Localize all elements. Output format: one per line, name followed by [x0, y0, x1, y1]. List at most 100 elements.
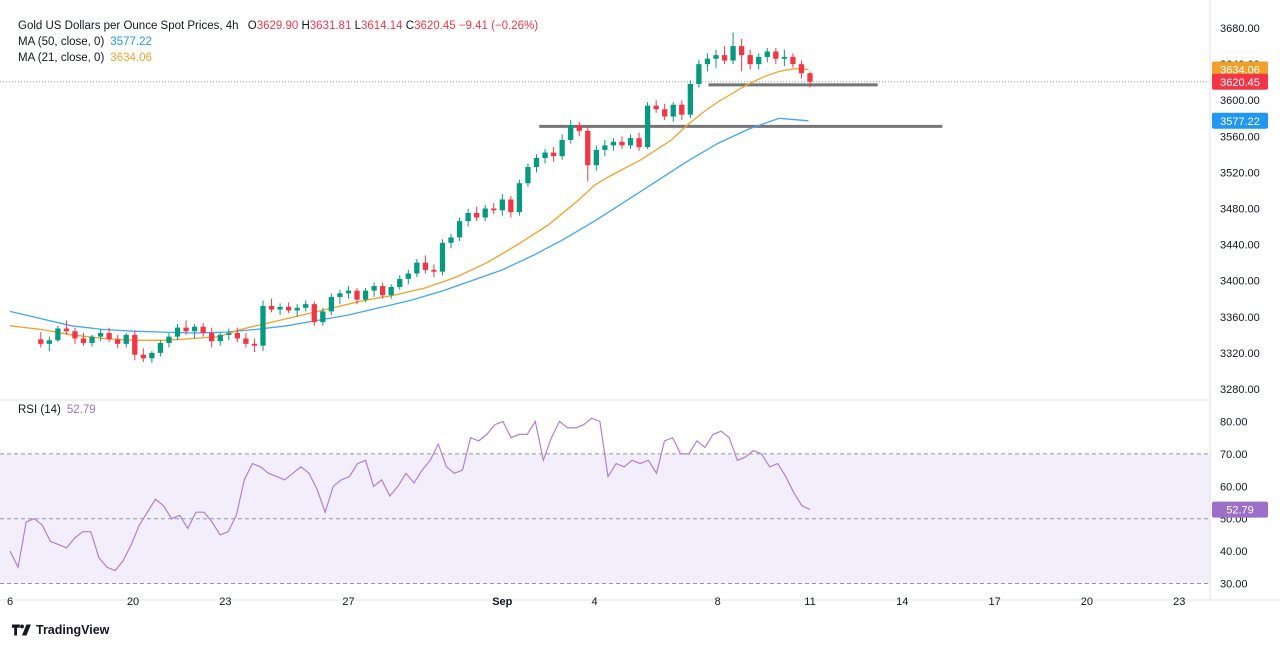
candle-body — [679, 104, 685, 115]
candle-body — [174, 327, 181, 337]
candle-body — [508, 199, 514, 213]
candle-body — [55, 328, 61, 341]
candle-body — [439, 242, 446, 272]
rsi-legend[interactable]: RSI (14) 52.79 — [18, 404, 96, 416]
candle-body — [226, 333, 232, 335]
candle-body — [670, 104, 676, 117]
candle-body — [80, 338, 87, 343]
candle-body — [337, 293, 343, 297]
ma50-legend-row[interactable]: MA (50, close, 0) 3577.22 — [18, 34, 538, 50]
price-axis-badge-text: 3577.22 — [1220, 116, 1260, 128]
candle-body — [123, 334, 129, 344]
candle-body — [568, 125, 574, 140]
candle-body — [260, 305, 266, 346]
candle-body — [704, 58, 711, 65]
price-tick-label: 3360.00 — [1220, 312, 1260, 324]
candle-body — [610, 141, 617, 146]
candle-body — [106, 333, 112, 340]
rsi-band — [0, 453, 1210, 585]
candle-body — [285, 306, 292, 311]
price-tick-label: 3560.00 — [1220, 131, 1260, 143]
candle-body — [268, 305, 275, 310]
candle-body — [653, 105, 659, 110]
candle-body — [585, 130, 591, 166]
candle-body — [46, 340, 52, 344]
ma21-value: 3634.06 — [110, 52, 152, 64]
candle-body — [798, 64, 805, 74]
ma50-line — [9, 117, 809, 334]
candle-body — [516, 183, 523, 213]
time-tick-label: 6 — [7, 596, 13, 608]
support-lines — [539, 83, 943, 128]
price-tick-label: 3440.00 — [1220, 240, 1260, 252]
candle-body — [448, 237, 454, 243]
price-tick-label: 3680.00 — [1220, 23, 1260, 35]
ma21-line — [9, 68, 809, 341]
rsi-series-line — [9, 417, 811, 572]
candle-body — [115, 339, 121, 344]
close-value: 3620.45 — [414, 20, 456, 32]
low-value: 3614.14 — [360, 20, 403, 32]
candle-body — [747, 55, 753, 65]
candle-body — [191, 326, 198, 332]
time-tick-label: 11 — [804, 596, 815, 608]
candle-body — [277, 306, 283, 310]
candle-body — [200, 326, 206, 334]
candle-body — [559, 139, 565, 157]
candle-body — [491, 208, 497, 211]
candle-body — [38, 339, 44, 344]
candle-body — [311, 304, 317, 323]
price-tick-label: 3520.00 — [1220, 167, 1260, 179]
price-tick-label: 3400.00 — [1220, 276, 1260, 288]
candle-body — [320, 311, 326, 323]
candle-body — [542, 152, 548, 158]
candle-body — [627, 138, 634, 146]
high-label: H — [301, 20, 310, 32]
chart-legend: Gold US Dollars per Ounce Spot Prices, 4… — [18, 18, 538, 66]
candle-body — [474, 213, 480, 218]
candle-body — [405, 273, 411, 279]
time-tick-label: 4 — [592, 596, 598, 608]
candle-body — [72, 331, 78, 339]
chart-title: Gold US Dollars per Ounce Spot Prices, 4… — [18, 20, 239, 32]
candle-body — [644, 105, 651, 148]
rsi-axis-badge — [1212, 501, 1268, 518]
low-label: L — [354, 20, 361, 32]
price-axis-badge — [1212, 73, 1268, 90]
candle-body — [217, 334, 223, 342]
time-tick-label: 23 — [1173, 596, 1185, 608]
tradingview-brand[interactable]: TradingView — [12, 623, 109, 637]
ma21-legend-row[interactable]: MA (21, close, 0) 3634.06 — [18, 50, 538, 66]
candle-body — [431, 269, 437, 272]
candle-body — [183, 327, 189, 332]
candle-body — [602, 145, 608, 150]
candle-body — [696, 64, 702, 84]
open-value: 3629.90 — [256, 20, 299, 32]
candle-body — [132, 334, 138, 355]
candle-body — [687, 83, 693, 115]
ma21-label: MA (21, close, 0) — [18, 52, 105, 64]
candle-body — [456, 221, 463, 238]
price-tick-label: 3280.00 — [1220, 384, 1260, 396]
close-label: C — [405, 20, 415, 32]
candle-body — [790, 56, 796, 65]
rsi-tick-label: 70.00 — [1220, 449, 1248, 461]
candle-body — [328, 296, 335, 312]
candle-body — [371, 286, 377, 291]
open-label: O — [247, 20, 257, 32]
candle-body — [166, 336, 172, 343]
candle-body — [63, 328, 70, 332]
legend-title-row: Gold US Dollars per Ounce Spot Prices, 4… — [18, 18, 538, 34]
candle-body — [294, 307, 300, 311]
candle-body — [303, 304, 309, 308]
candle-body — [209, 333, 215, 342]
rsi-line — [9, 417, 811, 572]
candle-body — [157, 342, 164, 353]
moving-averages — [9, 68, 809, 341]
candle-body — [422, 262, 429, 270]
candle-body — [414, 262, 420, 274]
candle-body — [730, 46, 736, 61]
tradingview-logo-icon — [12, 624, 31, 636]
candle-body — [234, 333, 240, 339]
price-tick-label: 3320.00 — [1220, 348, 1260, 360]
